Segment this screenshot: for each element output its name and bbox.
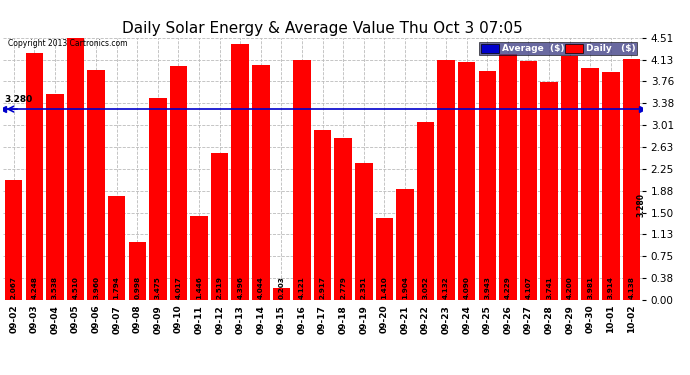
- Bar: [108, 196, 126, 300]
- Bar: [479, 70, 496, 300]
- Text: 3.741: 3.741: [546, 276, 552, 299]
- Bar: [417, 122, 434, 300]
- Text: 4.090: 4.090: [464, 276, 470, 299]
- Bar: [293, 60, 310, 300]
- Text: 3.538: 3.538: [52, 276, 58, 299]
- Text: 2.351: 2.351: [361, 276, 367, 299]
- Text: 4.138: 4.138: [629, 276, 634, 299]
- Text: 3.914: 3.914: [608, 276, 614, 299]
- Text: 4.396: 4.396: [237, 276, 243, 299]
- Title: Daily Solar Energy & Average Value Thu Oct 3 07:05: Daily Solar Energy & Average Value Thu O…: [122, 21, 523, 36]
- Text: 4.132: 4.132: [443, 276, 449, 299]
- Bar: [67, 38, 84, 300]
- Bar: [149, 98, 166, 300]
- Text: Copyright 2013 Cartronics.com: Copyright 2013 Cartronics.com: [8, 39, 128, 48]
- Bar: [314, 130, 331, 300]
- Bar: [437, 60, 455, 300]
- Text: 3.280: 3.280: [4, 95, 32, 104]
- Legend: Average  ($), Daily   ($): Average ($), Daily ($): [479, 42, 637, 55]
- Text: 4.510: 4.510: [72, 276, 79, 299]
- Text: 4.248: 4.248: [31, 276, 37, 299]
- Text: 2.519: 2.519: [217, 276, 223, 299]
- Bar: [540, 82, 558, 300]
- Bar: [231, 44, 249, 300]
- Text: 1.794: 1.794: [114, 276, 119, 299]
- Bar: [46, 94, 63, 300]
- Text: 4.121: 4.121: [299, 276, 305, 299]
- Bar: [520, 61, 538, 300]
- Bar: [582, 68, 599, 300]
- Bar: [252, 64, 270, 300]
- Bar: [273, 288, 290, 300]
- Bar: [88, 69, 105, 300]
- Text: 1.904: 1.904: [402, 276, 408, 299]
- Bar: [499, 54, 517, 300]
- Bar: [396, 189, 414, 300]
- Text: 4.200: 4.200: [566, 276, 573, 299]
- Bar: [602, 72, 620, 300]
- Text: 0.998: 0.998: [135, 276, 140, 299]
- Text: 1.446: 1.446: [196, 276, 202, 299]
- Bar: [5, 180, 23, 300]
- Bar: [561, 56, 578, 300]
- Bar: [335, 138, 352, 300]
- Bar: [170, 66, 187, 300]
- Bar: [211, 153, 228, 300]
- Text: 0.203: 0.203: [278, 276, 284, 299]
- Bar: [128, 242, 146, 300]
- Text: 3.280: 3.280: [636, 192, 645, 216]
- Bar: [190, 216, 208, 300]
- Text: 2.779: 2.779: [340, 276, 346, 299]
- Text: 4.229: 4.229: [505, 276, 511, 299]
- Bar: [355, 163, 373, 300]
- Text: 4.017: 4.017: [175, 276, 181, 299]
- Text: 3.052: 3.052: [422, 276, 428, 299]
- Text: 3.981: 3.981: [587, 276, 593, 299]
- Bar: [375, 218, 393, 300]
- Text: 4.044: 4.044: [258, 276, 264, 299]
- Text: 2.917: 2.917: [319, 276, 326, 299]
- Text: 4.107: 4.107: [526, 276, 531, 299]
- Bar: [26, 53, 43, 300]
- Text: 3.943: 3.943: [484, 276, 491, 299]
- Text: 3.960: 3.960: [93, 276, 99, 299]
- Text: 1.410: 1.410: [382, 276, 387, 299]
- Text: 3.475: 3.475: [155, 276, 161, 299]
- Text: 2.067: 2.067: [11, 276, 17, 299]
- Bar: [458, 62, 475, 300]
- Bar: [622, 59, 640, 300]
